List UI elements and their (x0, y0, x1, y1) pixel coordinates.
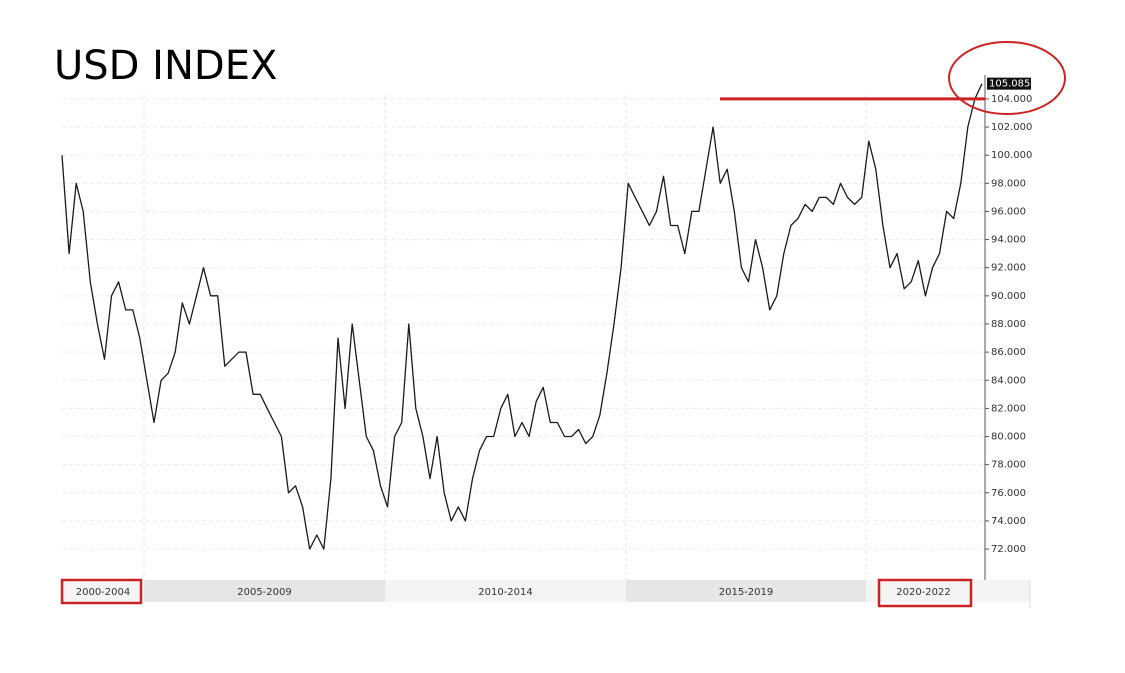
y-tick-label: 94.000 (991, 235, 1026, 246)
y-tick-label: 100.000 (991, 150, 1032, 161)
y-tick-label: 86.000 (991, 347, 1026, 358)
period-label: 2000-2004 (76, 587, 131, 598)
period-band (626, 580, 866, 602)
y-tick-label: 92.000 (991, 263, 1026, 274)
period-band (144, 580, 385, 602)
y-tick-label: 96.000 (991, 206, 1026, 217)
period-label: 2005-2009 (237, 587, 292, 598)
y-tick-label: 102.000 (991, 122, 1032, 133)
y-tick-label: 72.000 (991, 544, 1026, 555)
last-value-box (987, 77, 1031, 90)
y-tick-label: 88.000 (991, 319, 1026, 330)
y-tick-label: 76.000 (991, 488, 1026, 499)
chart-title: USD INDEX (54, 43, 277, 89)
period-label: 2010-2014 (478, 587, 533, 598)
last-value-label: 105.085 (989, 79, 1030, 90)
y-tick-label: 78.000 (991, 460, 1026, 471)
period-band (62, 580, 144, 602)
y-tick-label: 80.000 (991, 432, 1026, 443)
y-tick-label: 82.000 (991, 403, 1026, 414)
highlight-ellipse (948, 41, 1066, 115)
period-band (385, 580, 626, 602)
y-tick-label: 74.000 (991, 516, 1026, 527)
period-label: 2015-2019 (719, 587, 774, 598)
y-tick-label: 98.000 (991, 178, 1026, 189)
y-tick-label: 90.000 (991, 291, 1026, 302)
price-line (61, 83, 983, 550)
highlight-box (877, 578, 973, 608)
period-label: 2020-2022 (896, 587, 951, 598)
y-tick-label: 84.000 (991, 375, 1026, 386)
band-end (981, 580, 1030, 602)
period-band (866, 580, 981, 602)
highlight-box (60, 578, 143, 605)
y-tick-label: 104.000 (991, 94, 1032, 105)
